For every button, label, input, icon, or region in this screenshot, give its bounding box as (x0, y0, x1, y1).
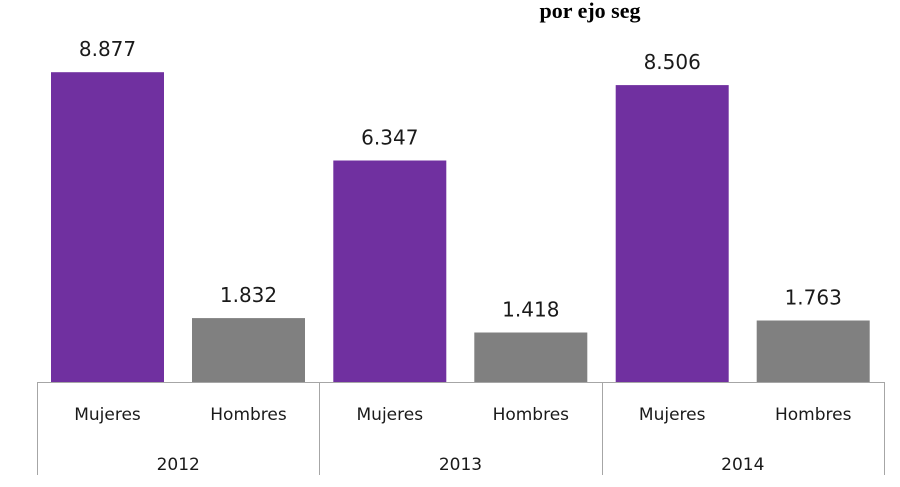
axis-layer (37, 382, 885, 475)
category-tick-label: Mujeres (74, 405, 141, 425)
category-tick-label: Mujeres (639, 405, 706, 425)
data-label: 8.506 (644, 50, 701, 74)
data-label: 6.347 (361, 126, 418, 150)
bar-hombres-2013 (474, 332, 588, 382)
group-tick-label: 2012 (157, 455, 200, 475)
bars-layer (51, 72, 870, 382)
data-label: 8.877 (79, 37, 136, 61)
category-tick-label: Hombres (493, 405, 570, 425)
bar-mujeres-2014 (615, 85, 729, 382)
data-label: 1.418 (502, 298, 559, 322)
bar-mujeres-2013 (333, 160, 447, 382)
group-tick-label: 2014 (721, 455, 764, 475)
chart-title: por ejo seg (539, 0, 640, 23)
data-label: 1.832 (220, 283, 277, 307)
group-tick-label: 2013 (439, 455, 482, 475)
bar-hombres-2014 (756, 320, 870, 382)
category-tick-label: Mujeres (357, 405, 424, 425)
bar-hombres-2012 (192, 318, 305, 382)
category-tick-label: Hombres (775, 405, 852, 425)
data-label: 1.763 (785, 286, 842, 310)
bar-mujeres-2012 (51, 72, 164, 382)
labels-layer: 8.877 Mujeres 1.832 Hombres 2012 6.347 Mujeres… (74, 37, 851, 475)
category-tick-label: Hombres (210, 405, 287, 425)
